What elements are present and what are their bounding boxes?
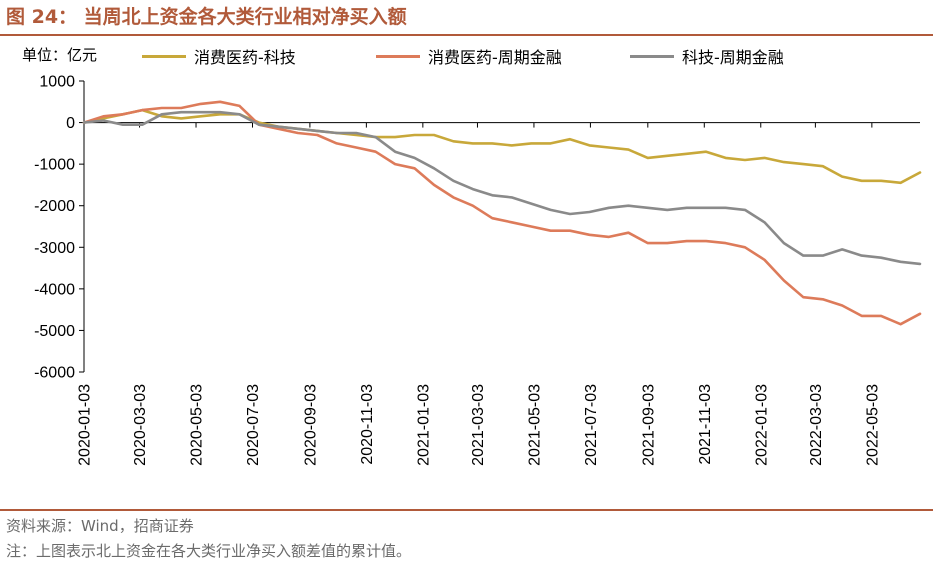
x-tick-label: 2020-09-03 (302, 384, 319, 466)
x-tick-label: 2021-01-03 (415, 384, 432, 466)
x-tick-label: 2020-01-03 (77, 384, 94, 466)
footer-rule (0, 509, 933, 511)
x-tick-label: 2020-05-03 (189, 384, 206, 466)
x-tick-label: 2020-03-03 (132, 384, 149, 466)
y-tick-label: -1000 (34, 157, 75, 174)
title-rule (0, 34, 933, 36)
x-tick-label: 2021-07-03 (583, 384, 600, 466)
x-tick-label: 2020-11-03 (359, 384, 376, 465)
legend-label-2: 消费医药-周期金融 (428, 48, 562, 67)
line-chart: 10000-1000-2000-3000-4000-5000-60002020-… (34, 74, 922, 466)
legend-swatch-1 (142, 54, 186, 58)
x-tick-label: 2021-11-03 (697, 384, 714, 465)
series-line-2 (82, 100, 922, 326)
y-tick-label: 1000 (39, 74, 75, 91)
x-tick-label: 2022-01-03 (753, 384, 770, 466)
legend-item-2: 消费医药-周期金融 (376, 44, 562, 68)
legend-label-1: 消费医药-科技 (194, 48, 296, 67)
unit-label: 单位：亿元 (22, 46, 98, 64)
x-tick-label: 2021-05-03 (526, 384, 543, 466)
series-line-3 (82, 110, 922, 266)
legend-swatch-2 (376, 54, 420, 58)
series-line-1 (82, 108, 922, 185)
y-tick-label: -2000 (34, 198, 75, 215)
y-tick-label: 0 (66, 115, 75, 132)
legend-item-3: 科技-周期金融 (630, 44, 784, 68)
legend-label-3: 科技-周期金融 (682, 48, 784, 67)
x-tick-label: 2021-03-03 (470, 384, 487, 466)
y-tick-label: -3000 (34, 240, 75, 257)
x-tick-label: 2021-09-03 (640, 384, 657, 466)
figure-title: 图 24： 当周北上资金各大类行业相对净买入额 (6, 6, 407, 28)
y-tick-label: -6000 (34, 365, 75, 382)
x-tick-label: 2022-03-03 (808, 384, 825, 466)
legend-item-1: 消费医药-科技 (142, 44, 296, 68)
note-text: 注：上图表示北上资金在各大类行业净买入额差值的累计值。 (6, 542, 412, 560)
chart-legend: 消费医药-科技 消费医药-周期金融 科技-周期金融 (0, 44, 933, 68)
legend-swatch-3 (630, 54, 674, 58)
y-tick-label: -5000 (34, 323, 75, 340)
x-tick-label: 2020-07-03 (245, 384, 262, 466)
y-tick-label: -4000 (34, 281, 75, 298)
source-text: 资料来源：Wind，招商证券 (6, 517, 194, 535)
x-tick-label: 2022-05-03 (864, 384, 881, 466)
